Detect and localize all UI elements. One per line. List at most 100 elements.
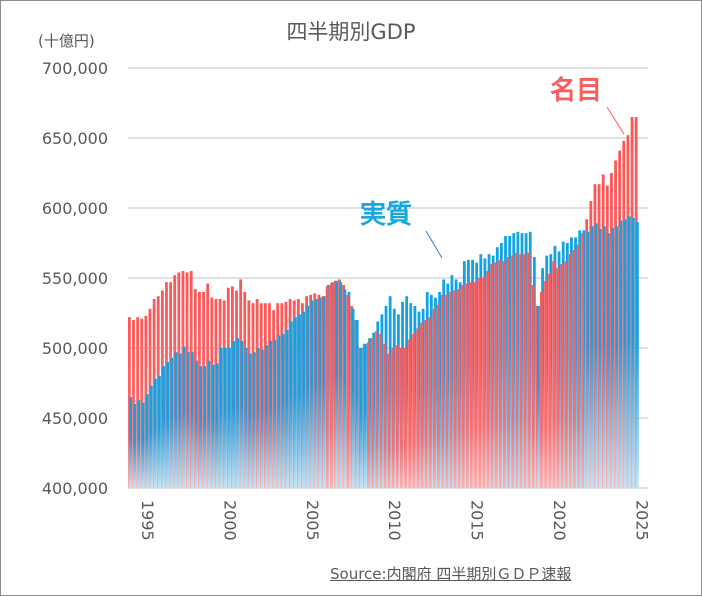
bar-real <box>285 329 289 488</box>
bar-real <box>322 296 326 488</box>
bar-nominal <box>441 294 444 488</box>
bar-nominal <box>490 264 494 488</box>
bar-nominal <box>461 285 465 488</box>
bar-nominal <box>548 273 552 488</box>
bar-nominal <box>572 250 576 488</box>
bar-real <box>586 231 590 489</box>
bars <box>128 117 639 489</box>
y-tick-label: 400,000 <box>42 479 108 498</box>
bar-nominal <box>482 278 486 488</box>
bar-nominal <box>474 282 477 488</box>
bar-real <box>166 362 170 488</box>
bar-real <box>265 345 268 488</box>
bar-nominal <box>577 244 580 488</box>
bar-real <box>269 341 273 488</box>
bar-nominal <box>424 320 428 488</box>
x-tick-label: 2020 <box>550 500 569 541</box>
bar-real <box>149 385 153 488</box>
bar-real <box>178 353 182 488</box>
bar-real <box>302 311 306 488</box>
bar-real <box>607 233 610 488</box>
bar-real <box>314 299 318 488</box>
bar-real <box>623 219 627 488</box>
bar-nominal <box>494 262 498 488</box>
bar-real <box>343 289 347 488</box>
bar-real <box>219 348 223 488</box>
bar-nominal <box>416 328 420 488</box>
bar-nominal <box>437 304 440 488</box>
bar-real <box>203 366 207 488</box>
x-tick-label: 2015 <box>468 500 487 541</box>
bar-nominal <box>560 264 564 488</box>
bar-real <box>191 352 194 488</box>
bar-real <box>335 280 338 488</box>
source-note: Source:内閣府 四半期別ＧＤＰ速報 <box>330 565 572 583</box>
bar-nominal <box>465 283 469 488</box>
bar-nominal <box>399 348 403 488</box>
bar-nominal <box>507 257 510 488</box>
bar-real <box>611 227 615 488</box>
x-tick-label: 1995 <box>138 500 157 541</box>
bar-real <box>240 341 244 488</box>
y-tick-label: 550,000 <box>42 269 108 288</box>
bar-nominal <box>469 282 473 488</box>
bar-real <box>289 321 293 488</box>
y-tick-label: 700,000 <box>42 59 108 78</box>
bar-nominal <box>432 308 436 488</box>
x-tick-label: 2000 <box>220 500 239 541</box>
nominal-series-label: 名目 <box>550 75 602 106</box>
bar-real <box>590 226 594 488</box>
bar-real <box>294 317 297 488</box>
nominal-leader-line <box>606 106 625 135</box>
bar-real <box>339 282 343 488</box>
bar-nominal <box>445 294 449 488</box>
bar-real <box>186 352 190 488</box>
bar-real <box>170 357 174 488</box>
bar-real <box>153 378 157 488</box>
bar-real <box>619 220 623 488</box>
bar-real <box>236 338 240 488</box>
y-tick-label: 650,000 <box>42 129 108 148</box>
bar-nominal <box>523 254 527 488</box>
bar-real <box>631 217 635 489</box>
bar-nominal <box>395 345 399 488</box>
bar-nominal <box>486 271 490 488</box>
y-tick-label: 500,000 <box>42 339 108 358</box>
bar-nominal <box>449 292 453 488</box>
bar-nominal <box>391 348 395 488</box>
bar-nominal <box>515 252 519 488</box>
bar-real <box>298 314 301 488</box>
x-axis-ticks: 1995 2000 2005 2010 2015 2020 2025 <box>138 500 651 541</box>
bar-nominal <box>556 268 560 488</box>
bar-real <box>355 320 359 488</box>
bar-nominal <box>387 353 391 488</box>
bar-real <box>351 308 355 488</box>
bar-real <box>137 399 141 488</box>
bar-nominal <box>457 289 461 488</box>
y-tick-label: 450,000 <box>42 409 108 428</box>
bar-real <box>248 353 252 488</box>
bar-real <box>195 360 198 488</box>
bar-nominal <box>544 280 547 488</box>
bar-nominal <box>531 285 535 488</box>
bar-nominal <box>428 317 432 488</box>
bar-real <box>310 300 314 488</box>
bar-real <box>261 349 264 488</box>
y-tick-label: 600,000 <box>42 199 108 218</box>
bar-nominal <box>564 261 568 488</box>
bar-nominal <box>568 254 572 488</box>
bar-nominal <box>581 233 584 488</box>
bar-nominal <box>420 322 424 488</box>
bar-nominal <box>371 338 374 488</box>
bar-real <box>133 404 137 488</box>
bar-real <box>211 364 215 488</box>
bar-real <box>182 346 186 488</box>
bar-nominal <box>379 334 383 488</box>
y-axis-ticks: 400,000 450,000 500,000 550,000 600,000 650,0… <box>42 59 108 498</box>
bar-real <box>228 348 231 488</box>
bar-nominal <box>329 283 333 488</box>
x-tick-label: 2005 <box>303 500 322 541</box>
bar-real <box>252 352 256 488</box>
bar-nominal <box>383 343 387 488</box>
